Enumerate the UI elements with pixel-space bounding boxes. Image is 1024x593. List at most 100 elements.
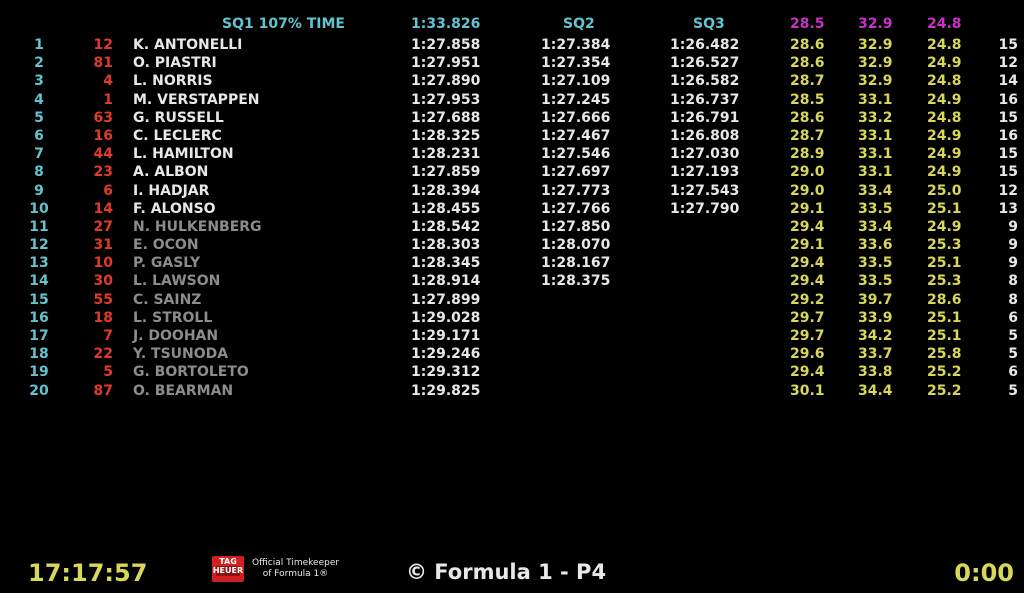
sector1-time: 29.7 [790,309,825,326]
sq3-header: SQ3 [693,16,725,32]
sector3-time: 24.9 [927,218,962,235]
table-row: 5 63 G. RUSSELL 1:27.688 1:27.666 1:26.791 28.… [0,109,1024,127]
sector2-time: 32.9 [858,37,893,53]
lap-count: 9 [1008,218,1018,235]
position: 14 [29,273,49,290]
car-number: 23 [93,164,113,181]
position: 13 [29,255,49,272]
sq2-header: SQ2 [563,16,595,32]
sq1-time: 1:28.303 [411,237,481,254]
sq1-time: 1:27.953 [411,91,481,108]
lap-count: 8 [1008,291,1018,308]
sector3-time: 24.8 [927,37,962,53]
car-number: 31 [93,237,113,254]
table-row: 20 87 O. BEARMAN 1:29.825 30.1 34.4 25.2 5 [0,382,1024,400]
table-row: 7 44 L. HAMILTON 1:28.231 1:27.546 1:27.030 28… [0,145,1024,163]
lap-count: 9 [1008,255,1018,272]
position: 19 [29,364,49,381]
sq1-time: 1:28.394 [411,182,481,199]
driver-name: L. HAMILTON [133,146,234,163]
sector3-time: 25.2 [927,382,962,399]
sq3-time: 1:26.737 [670,91,740,108]
sector3-time: 25.8 [927,346,962,363]
driver-name: F. ALONSO [133,200,216,217]
car-number: 87 [93,382,113,399]
sq1-time: 1:28.542 [411,218,481,235]
table-row: 12 31 E. OCON 1:28.303 1:28.070 29.1 33.6 25.3 9 [0,236,1024,254]
sq2-time: 1:27.766 [541,200,611,217]
position: 12 [29,237,49,254]
sector3-time: 25.1 [927,255,962,272]
position: 3 [34,73,44,90]
sector1-time: 28.6 [790,109,825,126]
position: 1 [34,37,44,53]
sector2-time: 33.1 [858,164,893,181]
sector3-time: 24.8 [927,73,962,90]
driver-name: O. PIASTRI [133,55,217,72]
sector1-time: 29.6 [790,346,825,363]
lap-count: 16 [998,127,1018,144]
tag-heuer-logo-text: TAG HEUER [212,557,244,575]
driver-name: G. RUSSELL [133,109,224,126]
table-row: 11 27 N. HULKENBERG 1:28.542 1:27.850 29.4 33.… [0,218,1024,236]
sector3-time: 25.3 [927,273,962,290]
sq3-time: 1:26.791 [670,109,740,126]
car-number: 16 [93,127,113,144]
sector3-time: 24.9 [927,127,962,144]
sq1-time: 1:28.914 [411,273,481,290]
sector2-time: 32.9 [858,55,893,72]
sq2-time: 1:27.546 [541,146,611,163]
sector1-time: 28.6 [790,37,825,53]
sector3-time: 24.9 [927,146,962,163]
sector3-time: 24.9 [927,55,962,72]
tag-heuer-logo: TAG HEUER [212,556,244,582]
official-timekeeper-text: Official Timekeeper of Formula 1® [252,558,339,580]
sector2-time: 33.5 [858,200,893,217]
lap-count: 6 [1008,309,1018,326]
sector3-time: 25.1 [927,200,962,217]
sector1-time: 29.0 [790,182,825,199]
sector2-time: 33.4 [858,182,893,199]
sq3-time: 1:26.482 [670,37,740,53]
copyright-session-label: © Formula 1 - P4 [406,560,607,584]
driver-name: Y. TSUNODA [133,346,229,363]
table-row: 13 10 P. GASLY 1:28.345 1:28.167 29.4 33.5 25.1… [0,254,1024,272]
position: 5 [34,109,44,126]
sq1-time: 1:28.455 [411,200,481,217]
car-number: 63 [93,109,113,126]
sector1-time: 29.4 [790,218,825,235]
lap-count: 5 [1008,346,1018,363]
driver-name: K. ANTONELLI [133,37,243,53]
sq2-time: 1:27.384 [541,37,611,53]
lap-count: 6 [1008,364,1018,381]
car-number: 22 [93,346,113,363]
sector3-time: 25.1 [927,328,962,344]
car-number: 44 [93,146,113,163]
table-row: 14 30 L. LAWSON 1:28.914 1:28.375 29.4 33.5 25.… [0,272,1024,290]
sq3-time: 1:27.790 [670,200,740,217]
driver-name: C. SAINZ [133,291,202,308]
car-number: 18 [93,309,113,326]
sector2-time: 33.5 [858,255,893,272]
sq1-time: 1:29.171 [411,328,481,344]
position: 11 [29,218,49,235]
sector2-time: 33.1 [858,146,893,163]
timekeeper-line-2: of Formula 1® [262,569,329,579]
sector1-time: 30.1 [790,382,825,399]
table-row: 18 22 Y. TSUNODA 1:29.246 29.6 33.7 25.8 5 [0,345,1024,363]
sector1-time: 29.1 [790,237,825,254]
sq1-time: 1:27.951 [411,55,481,72]
sector3-time: 25.0 [927,182,962,199]
timing-table: 1 12 K. ANTONELLI 1:27.858 1:27.384 1:26.482 2… [0,36,1024,400]
table-row: 1 12 K. ANTONELLI 1:27.858 1:27.384 1:26.482 2… [0,36,1024,54]
car-number: 6 [103,182,113,199]
sq3-time: 1:27.193 [670,164,740,181]
position: 9 [34,182,44,199]
sector2-time: 39.7 [858,291,893,308]
sector1-time: 29.1 [790,200,825,217]
sector1-time: 29.4 [790,255,825,272]
lap-count: 16 [998,91,1018,108]
table-row: 3 4 L. NORRIS 1:27.890 1:27.109 1:26.582 28.7 3… [0,72,1024,90]
lap-count: 13 [998,200,1018,217]
best-sector1-header: 28.5 [790,16,825,32]
